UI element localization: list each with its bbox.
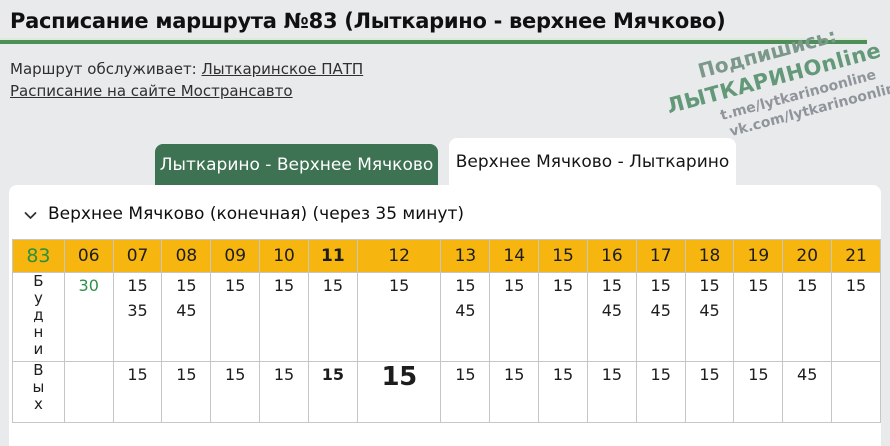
- time-cell: 15: [440, 361, 491, 423]
- time-cell: 15: [538, 361, 588, 423]
- time-cell: [63, 361, 114, 423]
- time-cell: 15 45: [440, 272, 491, 362]
- time-cell: 15: [831, 272, 881, 362]
- time-cell: 15: [259, 361, 309, 423]
- time-cell: 15: [210, 272, 261, 362]
- served-by-label: Маршрут обслуживает:: [10, 60, 197, 78]
- hour-header: 08: [161, 239, 212, 273]
- time-cell: 15: [684, 361, 735, 423]
- hour-header: 07: [112, 239, 163, 273]
- route-info: Маршрут обслуживает: Лыткаринское ПАТП Р…: [10, 58, 890, 102]
- time-cell: 15: [489, 272, 540, 362]
- time-cell: 15: [356, 272, 442, 362]
- time-cell: 15: [161, 361, 212, 423]
- time-cell: 30: [63, 272, 114, 362]
- time-cell: 15: [489, 361, 540, 423]
- time-cell: 15 35: [112, 272, 163, 362]
- time-cell: 15: [635, 361, 686, 423]
- hour-header: 09: [210, 239, 261, 273]
- hour-header: 19: [733, 239, 784, 273]
- hours-header-row: 83 06 07 08 09 10 11 12 13 14 15 16 17 18 19 20 21: [12, 239, 881, 273]
- hour-header: 06: [63, 239, 114, 273]
- route-number-cell: 83: [12, 239, 65, 273]
- hour-header: 16: [586, 239, 637, 273]
- hour-header: 15: [538, 239, 588, 273]
- time-cell: 15: [733, 272, 784, 362]
- time-cell: 15: [307, 272, 358, 362]
- served-by-line: Маршрут обслуживает: Лыткаринское ПАТП: [10, 58, 890, 80]
- hour-header: 11: [307, 239, 358, 273]
- hour-header: 18: [684, 239, 735, 273]
- hour-header: 20: [782, 239, 833, 273]
- time-cell: 15: [782, 272, 833, 362]
- direction-tabs: Лыткарино - Верхнее Мячково Верхнее Мячк…: [155, 138, 736, 185]
- time-cell: 15: [210, 361, 261, 423]
- time-cell: 15 45: [586, 272, 637, 362]
- stop-section-title: Верхнее Мячково (конечная) (через 35 мин…: [48, 204, 465, 224]
- served-by-link[interactable]: Лыткаринское ПАТП: [201, 60, 364, 78]
- site-line: Расписание на сайте Мострансавто: [10, 80, 890, 102]
- time-cell: 15: [538, 272, 588, 362]
- chevron-down-icon: [24, 211, 37, 220]
- time-cell: 15: [259, 272, 309, 362]
- time-cell: 15: [733, 361, 784, 423]
- time-cell: 15: [356, 361, 442, 423]
- schedule-panel: Верхнее Мячково (конечная) (через 35 мин…: [9, 185, 881, 446]
- tab-myachkovo-lytkarino[interactable]: Верхнее Мячково - Лыткарино: [449, 138, 736, 185]
- hour-header: 13: [440, 239, 491, 273]
- hour-header: 17: [635, 239, 686, 273]
- hour-header: 12: [356, 239, 442, 273]
- time-cell: 15 45: [635, 272, 686, 362]
- time-cell: 15: [307, 361, 358, 423]
- title-underline: [0, 38, 867, 44]
- hour-header: 21: [831, 239, 881, 273]
- time-cell: 15: [112, 361, 163, 423]
- time-cell: 15 45: [161, 272, 212, 362]
- page-header: Расписание маршрута №83 (Лыткарино - вер…: [0, 0, 890, 38]
- tab-lytkarino-myachkovo[interactable]: Лыткарино - Верхнее Мячково: [155, 144, 438, 185]
- stop-section-toggle[interactable]: Верхнее Мячково (конечная) (через 35 мин…: [24, 204, 881, 224]
- time-cell: 45: [782, 361, 833, 423]
- time-cell: [831, 361, 881, 423]
- page-title: Расписание маршрута №83 (Лыткарино - вер…: [10, 9, 726, 33]
- mostransavto-link[interactable]: Расписание на сайте Мострансавто: [10, 82, 293, 100]
- hour-header: 10: [259, 239, 309, 273]
- hour-header: 14: [489, 239, 540, 273]
- time-cell: 15 45: [684, 272, 735, 362]
- time-cell: 15: [586, 361, 637, 423]
